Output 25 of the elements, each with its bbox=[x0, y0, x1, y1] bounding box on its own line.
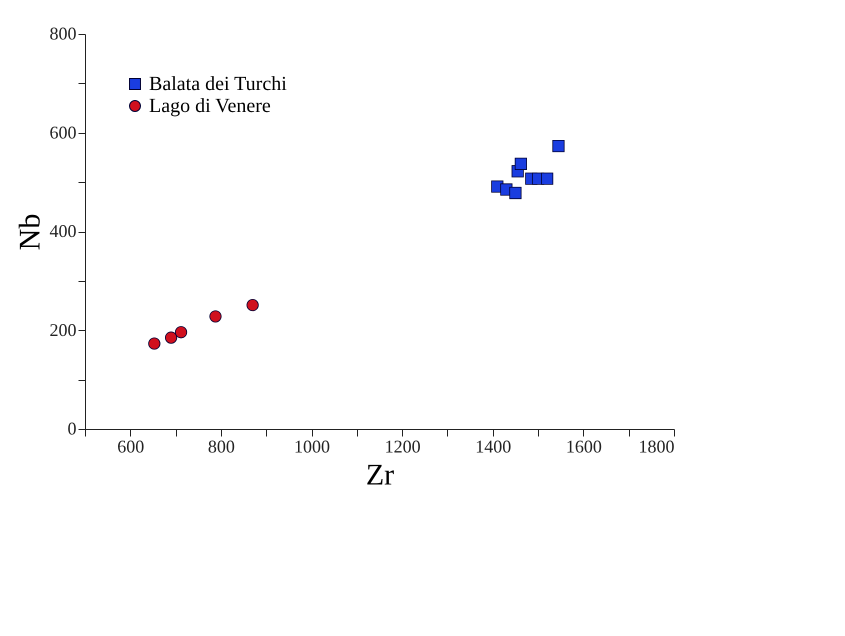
point bbox=[164, 332, 178, 344]
y-tick-label: 0 bbox=[68, 418, 76, 438]
x-axis-title: Zr bbox=[366, 458, 394, 492]
point bbox=[552, 140, 565, 152]
legend-label: Balata dei Turchi bbox=[149, 73, 288, 95]
y-axis-title: Nb bbox=[14, 214, 46, 250]
y-tick-label: 600 bbox=[50, 122, 76, 142]
point bbox=[209, 310, 222, 323]
point bbox=[148, 337, 160, 350]
x-tick-label: 1600 bbox=[566, 436, 602, 456]
x-tick-label: 1400 bbox=[475, 436, 512, 456]
legend-label: Lago di Venere bbox=[149, 95, 271, 117]
x-tick-label: 600 bbox=[117, 436, 144, 456]
x-tick-label: 1200 bbox=[384, 436, 421, 456]
y-tick-label: 800 bbox=[50, 24, 76, 44]
y-tick-label: 200 bbox=[50, 320, 76, 340]
point bbox=[514, 158, 527, 170]
point bbox=[246, 298, 259, 312]
x-tick-label: 1000 bbox=[294, 436, 330, 456]
x-tick-label: 800 bbox=[208, 436, 235, 456]
point bbox=[509, 186, 522, 200]
x-tick-label: 1800 bbox=[638, 436, 674, 456]
point bbox=[174, 326, 188, 338]
y-tick-label: 400 bbox=[50, 221, 76, 241]
point bbox=[541, 172, 554, 185]
